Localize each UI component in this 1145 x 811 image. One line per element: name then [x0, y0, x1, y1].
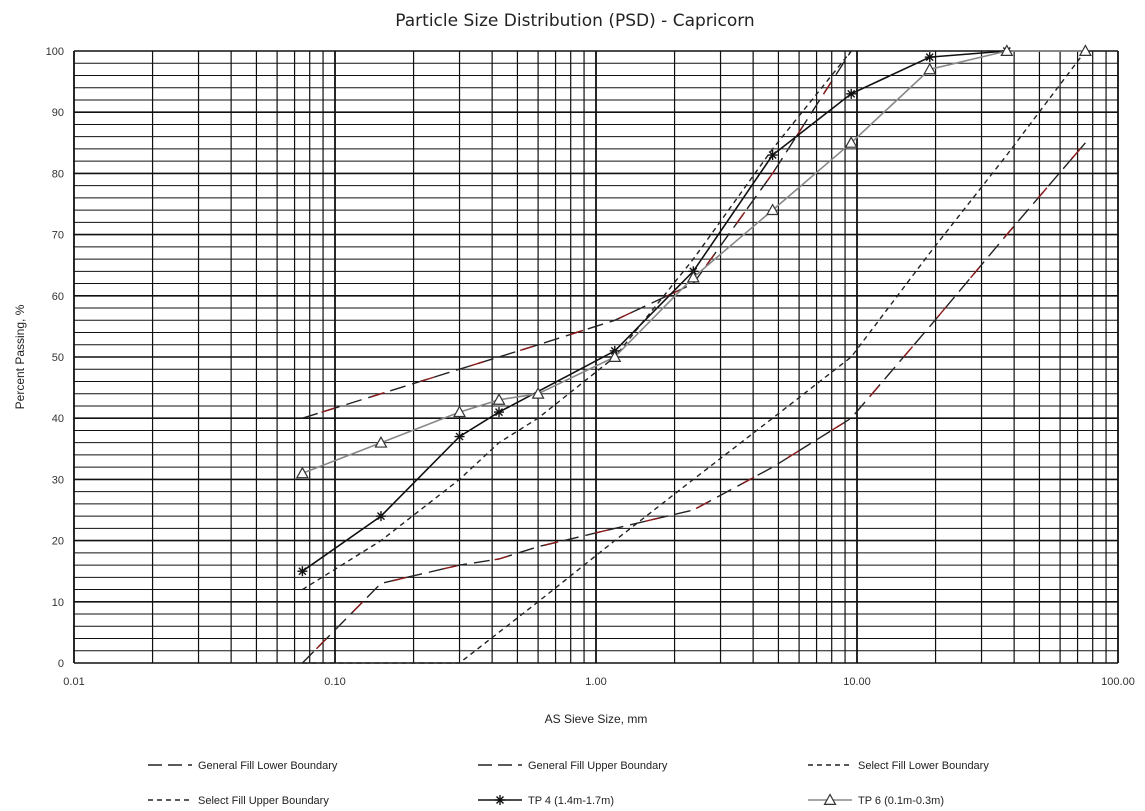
- data-point-marker: [846, 89, 856, 99]
- chart-grid: [74, 51, 1118, 663]
- y-tick-label: 90: [52, 107, 64, 119]
- legend-item: TP 4 (1.4m-1.7m): [478, 795, 614, 807]
- y-tick-label: 30: [52, 474, 64, 486]
- x-axis-title: AS Sieve Size, mm: [545, 712, 648, 726]
- chart-axes: 0 10 20 30 40 50 60 70 80 90 100 0.01 0.10 1.00 10.00 1…: [46, 46, 1135, 688]
- legend-item: Select Fill Lower Boundary: [808, 760, 989, 772]
- data-point-marker: [494, 407, 504, 417]
- data-point-marker: [925, 52, 935, 62]
- chart-title: Particle Size Distribution (PSD) - Capri…: [395, 11, 754, 31]
- data-point-marker: [297, 566, 307, 576]
- data-point-marker: [375, 437, 386, 447]
- series-line: [302, 51, 1085, 473]
- legend-item: General Fill Lower Boundary: [148, 760, 338, 772]
- legend-label: Select Fill Upper Boundary: [198, 795, 329, 807]
- y-tick-label: 50: [52, 352, 64, 364]
- x-tick-label: 1.00: [585, 676, 606, 688]
- x-tick-label: 10.00: [843, 676, 871, 688]
- y-tick-label: 70: [52, 230, 64, 242]
- data-point-marker: [297, 468, 308, 478]
- legend-label: TP 4 (1.4m-1.7m): [528, 795, 614, 807]
- legend-label: General Fill Lower Boundary: [198, 760, 338, 772]
- y-axis-title: Percent Passing, %: [13, 304, 27, 409]
- y-tick-label: 40: [52, 413, 64, 425]
- x-tick-label: 0.01: [63, 676, 84, 688]
- legend-item: General Fill Upper Boundary: [478, 760, 668, 772]
- series-group: [297, 46, 1091, 478]
- x-tick-label: 100.00: [1101, 676, 1135, 688]
- legend-label: General Fill Upper Boundary: [528, 760, 668, 772]
- y-tick-label: 80: [52, 168, 64, 180]
- legend-item: Select Fill Upper Boundary: [148, 795, 329, 807]
- x-tick-label: 0.10: [324, 676, 345, 688]
- legend-label: TP 6 (0.1m-0.3m): [858, 795, 944, 807]
- series-line: [302, 51, 1006, 571]
- data-point-marker: [495, 795, 505, 805]
- y-tick-label: 100: [46, 46, 64, 58]
- legend-item: TP 6 (0.1m-0.3m): [808, 795, 944, 808]
- series-line-accent: [302, 143, 1085, 663]
- legend-label: Select Fill Lower Boundary: [858, 760, 989, 772]
- data-point-marker: [455, 432, 465, 442]
- series-group: [297, 46, 1011, 576]
- data-point-marker: [376, 511, 386, 521]
- data-point-marker: [768, 150, 778, 160]
- chart-series: [297, 46, 1091, 664]
- y-tick-label: 0: [58, 658, 64, 670]
- series-group: [302, 143, 1085, 663]
- series-line: [302, 143, 1085, 663]
- y-tick-label: 10: [52, 597, 64, 609]
- chart-legend: General Fill Lower Boundary General Fill …: [148, 760, 989, 807]
- y-tick-label: 60: [52, 291, 64, 303]
- y-tick-label: 20: [52, 536, 64, 548]
